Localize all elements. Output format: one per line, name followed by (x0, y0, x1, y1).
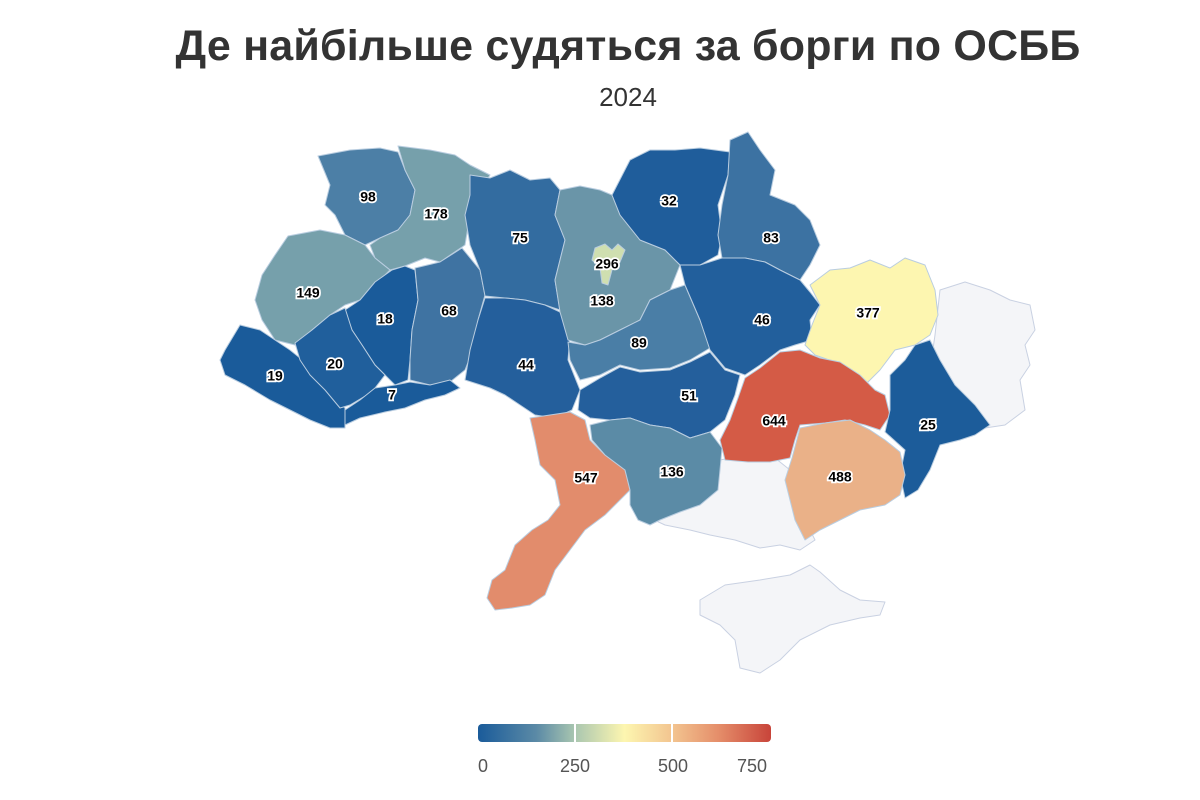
legend-tick-0: 0 (477, 756, 489, 776)
label-volyn: 98 (360, 189, 376, 205)
chart-subtitle: 2024 (599, 82, 657, 112)
label-kyiv-city: 296 (595, 256, 619, 272)
legend-tick-500: 500 (657, 756, 689, 776)
region-kyiv-city[interactable] (591, 243, 626, 286)
chart-title: Де найбільше судяться за борги по ОСББ (175, 22, 1081, 70)
label-poltava: 46 (754, 312, 770, 328)
label-rivne: 178 (424, 206, 448, 222)
label-kyiv-oblast: 138 (590, 293, 614, 309)
label-ivano-frankivsk: 20 (327, 356, 343, 372)
region-crimea[interactable] (699, 564, 886, 674)
label-zaporizhzhia: 488 (828, 469, 852, 485)
region-zaporizhzhia[interactable] (784, 419, 906, 541)
label-khmelnytskyi: 68 (441, 303, 457, 319)
label-zakarpattia: 19 (267, 368, 283, 384)
region-sumy[interactable] (717, 131, 821, 281)
legend-tick-750: 750 (736, 756, 768, 776)
region-lviv[interactable] (254, 229, 391, 346)
label-mykolaiv: 136 (660, 464, 684, 480)
region-odesa[interactable] (486, 411, 631, 611)
legend-divider-500 (671, 724, 673, 742)
region-mykolaiv[interactable] (589, 417, 723, 526)
label-lviv: 149 (296, 285, 320, 301)
label-vinnytsia: 44 (518, 357, 534, 373)
color-scale-legend (478, 724, 771, 742)
label-chernivtsi: 7 (388, 387, 396, 403)
region-chernivtsi[interactable] (344, 379, 461, 426)
label-kirovohrad: 51 (681, 388, 697, 404)
label-zhytomyr: 75 (512, 230, 528, 246)
region-khmelnytskyi[interactable] (409, 247, 486, 386)
label-chernihiv: 32 (661, 193, 677, 209)
region-donetsk[interactable] (884, 339, 991, 499)
ukraine-map: 98 178 149 18 68 19 20 7 75 44 296 138 3… (219, 131, 1036, 674)
label-dnipropetrovsk: 644 (762, 413, 786, 429)
label-sumy: 83 (763, 230, 779, 246)
label-odesa: 547 (574, 470, 598, 486)
label-ternopil: 18 (377, 311, 393, 327)
label-kharkiv: 377 (856, 305, 880, 321)
legend-divider-250 (574, 724, 576, 742)
label-donetsk: 25 (920, 417, 936, 433)
legend-tick-250: 250 (559, 756, 591, 776)
region-rivne[interactable] (369, 145, 491, 271)
label-cherkasy: 89 (631, 335, 647, 351)
region-ivano-frankivsk[interactable] (294, 307, 386, 409)
color-scale-bar (478, 724, 771, 742)
